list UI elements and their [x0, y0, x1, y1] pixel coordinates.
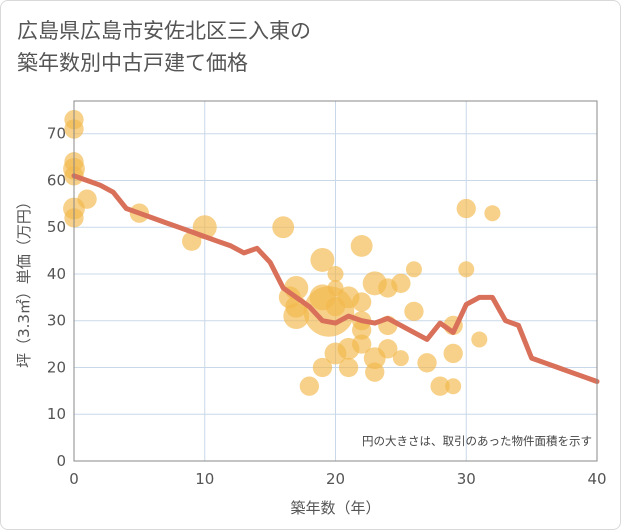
bubble: [351, 334, 372, 354]
y-tick-label: 50: [47, 218, 66, 236]
bubble: [351, 320, 372, 340]
x-tick-label: 40: [587, 470, 606, 488]
bubble: [445, 378, 462, 395]
y-tick-label: 60: [47, 171, 66, 189]
bubble: [338, 357, 359, 378]
x-axis-title: 築年数（年）: [290, 499, 380, 517]
size-note: 円の大きさは、取引のあった物件面積を示す: [362, 434, 592, 448]
bubble: [312, 357, 333, 378]
bubble: [471, 331, 488, 348]
bubble: [430, 376, 450, 396]
tick-labels: 0 10 20 30 40 0 10 20 30 40 50 60 70: [47, 125, 607, 488]
bubble: [405, 261, 422, 278]
x-tick-label: 0: [69, 470, 79, 488]
bubble: [310, 247, 335, 272]
bubble: [283, 303, 310, 330]
x-tick-label: 10: [195, 470, 214, 488]
bubble: [456, 198, 476, 219]
bubble: [392, 350, 409, 367]
average-price-line: [71, 173, 600, 384]
bubble: [299, 376, 320, 396]
bubble: [182, 231, 202, 251]
bubble: [443, 343, 463, 364]
bubbles: [63, 110, 501, 396]
y-tick-label: 70: [47, 125, 66, 143]
bubble: [458, 261, 475, 278]
x-tick-label: 20: [326, 470, 345, 488]
x-tick-label: 30: [457, 470, 476, 488]
bubble: [404, 301, 424, 322]
bubble: [378, 339, 398, 359]
bubble: [417, 353, 437, 373]
y-tick-label: 0: [56, 452, 66, 470]
bubble: [351, 292, 372, 312]
y-tick-label: 40: [47, 265, 66, 283]
y-tick-label: 10: [47, 405, 66, 423]
bubble: [350, 235, 373, 257]
chart-title: 広島県広島市安佐北区三入東の 築年数別中古戸建て価格: [17, 15, 311, 79]
y-axis-title: 坪（3.3㎡）単価（万円）: [15, 194, 33, 368]
trend-lines: [71, 173, 600, 384]
bubble: [365, 362, 385, 382]
bubble: [391, 273, 411, 293]
bubble: [484, 205, 501, 222]
chart-title-line2: 築年数別中古戸建て価格: [17, 51, 248, 75]
y-tick-label: 20: [47, 358, 66, 376]
plot-border: [73, 100, 598, 462]
bubble: [272, 216, 295, 239]
chart-title-line1: 広島県広島市安佐北区三入東の: [17, 19, 311, 43]
y-tick-label: 30: [47, 312, 66, 330]
bubble: [77, 189, 97, 209]
bubble: [327, 265, 344, 282]
